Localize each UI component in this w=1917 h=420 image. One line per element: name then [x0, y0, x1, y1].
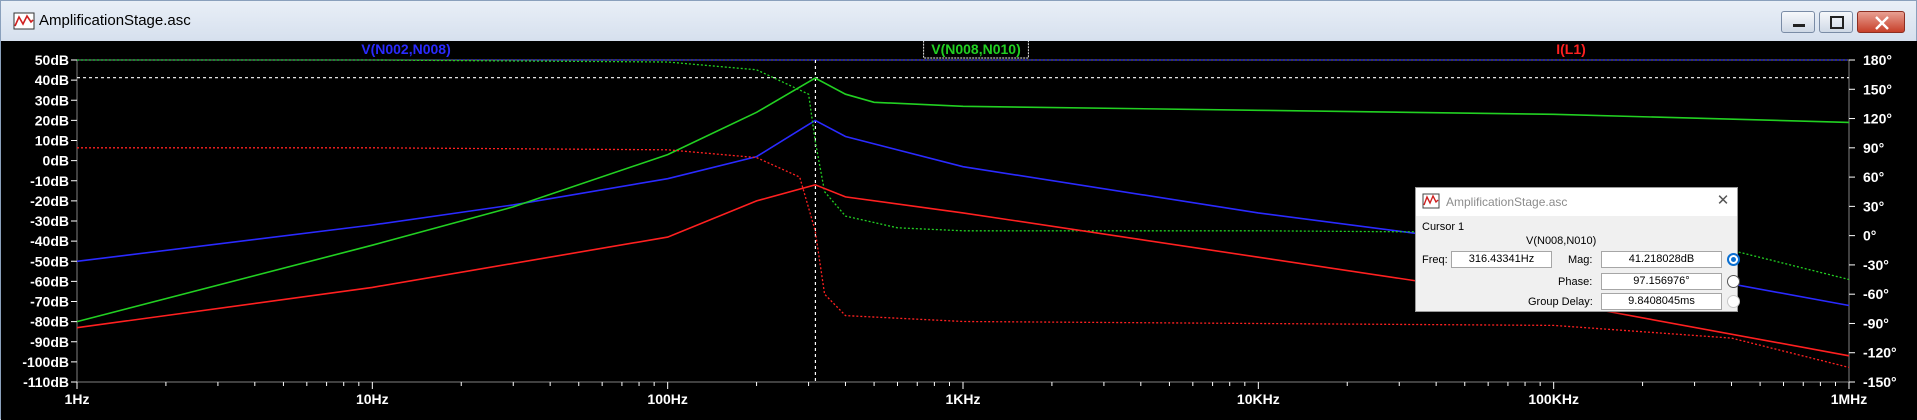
left-tick-label: 50dB	[35, 52, 69, 68]
phase-label: Phase:	[1558, 276, 1593, 288]
x-tick-label: 100KHz	[1528, 391, 1579, 407]
cursor-dialog-title-bar[interactable]: AmplificationStage.asc ✕	[1416, 188, 1737, 216]
right-tick-label: 120°	[1863, 111, 1892, 127]
right-tick-label: -150°	[1863, 374, 1897, 390]
x-tick-label: 10KHz	[1237, 391, 1280, 407]
left-tick-label: -20dB	[30, 193, 69, 209]
group-delay-radio[interactable]	[1727, 295, 1740, 308]
phase-field[interactable]: 97.156976°	[1601, 273, 1722, 290]
right-tick-label: -90°	[1863, 315, 1889, 331]
x-tick-label: 1Hz	[65, 391, 90, 407]
right-tick-label: 0°	[1863, 228, 1876, 244]
left-tick-label: -40dB	[30, 233, 69, 249]
x-tick-label: 1MHz	[1831, 391, 1868, 407]
x-tick-label: 10Hz	[356, 391, 389, 407]
cursor-trace-name: V(N008,N010)	[1526, 235, 1597, 247]
right-tick-label: 30°	[1863, 198, 1884, 214]
left-tick-label: -110dB	[23, 374, 69, 390]
freq-label: Freq:	[1422, 254, 1448, 266]
close-icon	[1875, 16, 1889, 30]
group-delay-field[interactable]: 9.8408045ms	[1601, 293, 1722, 310]
left-tick-label: -90dB	[30, 334, 69, 350]
trace-label: V(N008,N010)	[931, 41, 1021, 57]
right-tick-label: 180°	[1863, 52, 1892, 68]
bode-plot[interactable]: 50dB 40dB 30dB 20dB 10dB 0dB -10dB -20dB -30dB -4…	[1, 41, 1917, 420]
right-tick-label: 60°	[1863, 169, 1884, 185]
x-tick-label: 100Hz	[647, 391, 687, 407]
x-tick-label: 1KHz	[945, 391, 980, 407]
right-tick-label: -30°	[1863, 257, 1889, 273]
plot-pane[interactable]: 50dB 40dB 30dB 20dB 10dB 0dB -10dB -20dB -30dB -4…	[1, 41, 1917, 420]
maximize-button[interactable]	[1819, 11, 1853, 33]
minimize-button[interactable]	[1781, 11, 1815, 33]
close-icon: ✕	[1716, 192, 1730, 209]
right-tick-label: 90°	[1863, 140, 1884, 156]
cursor-number-label: Cursor 1	[1422, 221, 1465, 233]
cursor-dialog-title: AmplificationStage.asc	[1446, 195, 1568, 209]
close-button[interactable]	[1857, 11, 1905, 33]
trace-magnitude-0	[76, 119, 1850, 307]
mag-field[interactable]: 41.218028dB	[1601, 251, 1722, 268]
trace-magnitude-4	[76, 183, 1850, 357]
cursor-dialog: AmplificationStage.asc ✕ Cursor 1 V(N008…	[1415, 187, 1740, 312]
trace-phase-5	[77, 147, 1850, 369]
left-tick-label: -10dB	[30, 173, 69, 189]
left-tick-label: 30dB	[35, 92, 69, 108]
group-delay-label: Group Delay:	[1528, 296, 1593, 308]
left-tick-label: 10dB	[35, 133, 69, 149]
trace-label: V(N002,N008)	[361, 41, 451, 57]
trace-label: I(L1)	[1556, 41, 1586, 57]
trace-label-selection-box	[923, 41, 1029, 59]
mag-label: Mag:	[1568, 254, 1593, 266]
left-tick-label: -50dB	[30, 253, 69, 269]
right-tick-label: -60°	[1863, 286, 1889, 302]
left-tick-label: -70dB	[30, 294, 69, 310]
right-tick-label: -120°	[1863, 345, 1897, 361]
left-tick-label: 40dB	[35, 72, 69, 88]
mag-radio[interactable]	[1727, 253, 1740, 266]
right-tick-label: 150°	[1863, 81, 1892, 97]
left-tick-label: -100dB	[22, 354, 69, 370]
cursor-dialog-close-button[interactable]: ✕	[1714, 192, 1732, 210]
left-tick-label: 20dB	[35, 112, 69, 128]
window-title: AmplificationStage.asc	[39, 12, 191, 29]
minimize-icon	[1793, 24, 1805, 27]
freq-field[interactable]: 316.43341Hz	[1451, 251, 1552, 268]
left-tick-label: -60dB	[30, 273, 69, 289]
left-tick-label: 0dB	[43, 153, 69, 169]
left-tick-label: -30dB	[30, 213, 69, 229]
phase-radio[interactable]	[1727, 275, 1740, 288]
cursor-app-icon	[1422, 193, 1440, 209]
left-tick-label: -80dB	[30, 314, 69, 330]
waveform-app-icon	[13, 12, 35, 30]
trace-magnitude-2	[76, 77, 1850, 323]
maximize-icon	[1830, 16, 1844, 29]
title-bar[interactable]: AmplificationStage.asc	[1, 1, 1916, 41]
